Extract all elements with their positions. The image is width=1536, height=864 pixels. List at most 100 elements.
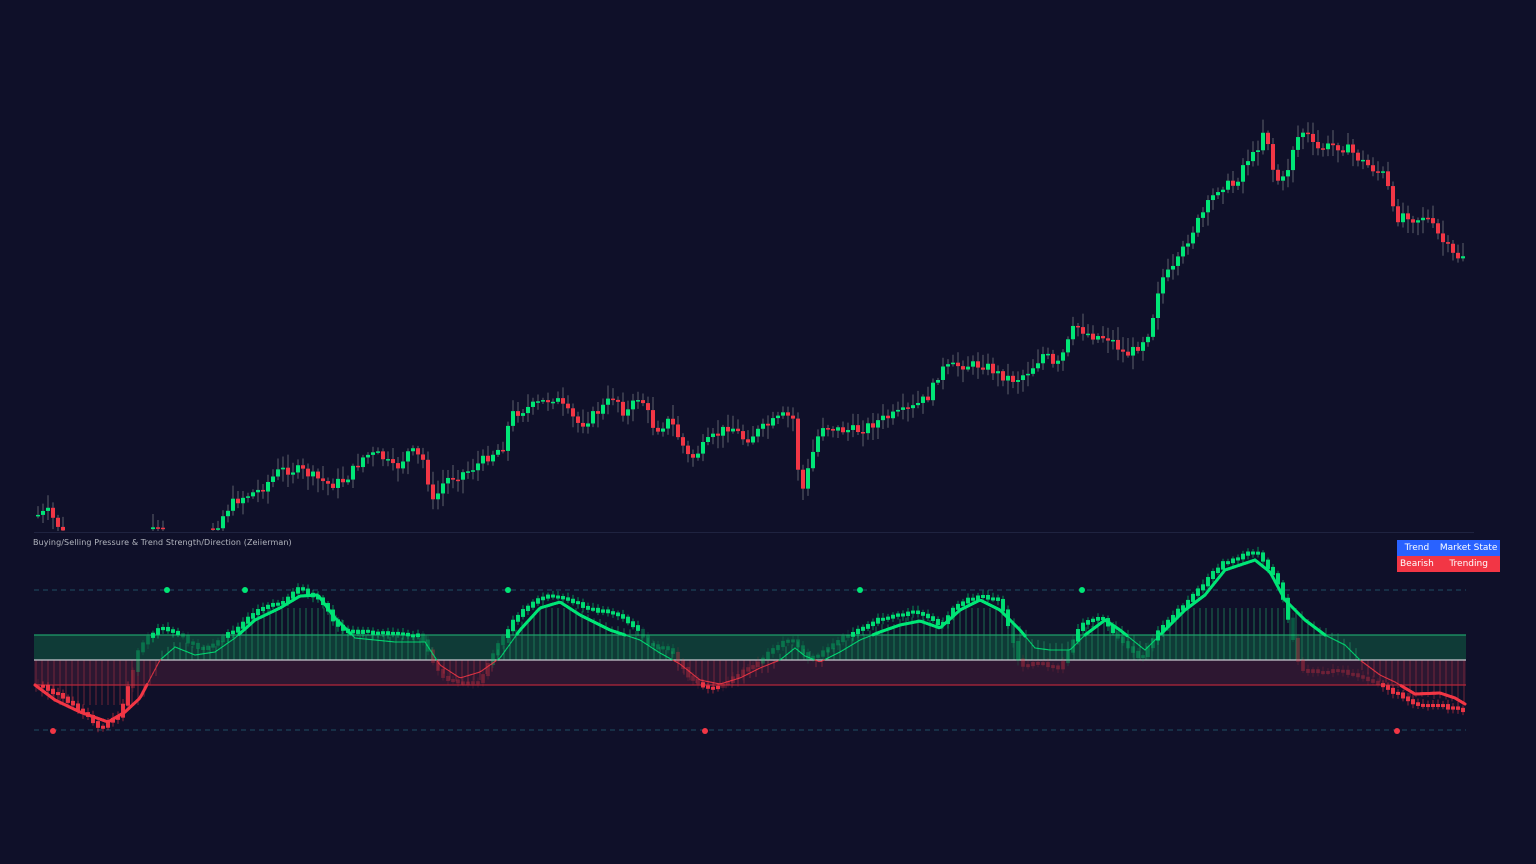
- candle: [1196, 214, 1200, 237]
- candle: [521, 408, 525, 423]
- candle: [1331, 130, 1335, 157]
- candle: [816, 429, 820, 457]
- candle: [691, 449, 695, 467]
- candle: [526, 394, 530, 422]
- candle: [821, 417, 825, 441]
- trend-header: Trend: [1397, 540, 1437, 556]
- candle: [886, 409, 890, 428]
- candle: [1221, 186, 1225, 204]
- candle: [1346, 132, 1350, 155]
- bearish-signal-dot: [702, 728, 708, 734]
- candle: [1096, 333, 1100, 344]
- candle: [341, 466, 345, 488]
- candle: [586, 411, 590, 434]
- candle: [916, 390, 920, 409]
- candle: [1006, 363, 1010, 395]
- candle: [596, 402, 600, 428]
- candle: [271, 469, 275, 488]
- candle: [331, 478, 335, 491]
- candle: [846, 422, 850, 441]
- pane-divider[interactable]: [34, 532, 1474, 533]
- candle: [1231, 170, 1235, 193]
- candle: [531, 397, 535, 415]
- candle: [1326, 135, 1330, 157]
- candle: [326, 477, 330, 496]
- candle: [36, 506, 40, 519]
- candle: [231, 485, 235, 516]
- candle: [1286, 158, 1290, 188]
- bull-zone: [34, 635, 1466, 660]
- candle: [986, 353, 990, 376]
- candle: [421, 447, 425, 469]
- candle: [756, 425, 760, 443]
- candle: [301, 458, 305, 479]
- candle: [576, 411, 580, 433]
- candle: [1396, 198, 1400, 227]
- candle: [851, 413, 855, 438]
- candle: [581, 409, 585, 434]
- candle: [1056, 355, 1060, 372]
- candle: [281, 456, 285, 482]
- candle: [1441, 220, 1445, 256]
- candle: [466, 461, 470, 479]
- candle: [1086, 324, 1090, 338]
- candle: [776, 411, 780, 425]
- candle: [1316, 130, 1320, 156]
- candle: [1426, 209, 1430, 223]
- candle: [376, 447, 380, 455]
- candle: [801, 464, 805, 501]
- candle: [1066, 336, 1070, 357]
- candle: [481, 449, 485, 472]
- candle: [246, 492, 250, 503]
- candle: [1446, 235, 1450, 253]
- candle: [1186, 234, 1190, 255]
- candle: [1246, 149, 1250, 176]
- candle: [1136, 341, 1140, 354]
- candle: [1211, 188, 1215, 210]
- candle: [541, 397, 545, 405]
- candle: [511, 400, 515, 432]
- candle: [611, 388, 615, 406]
- trend-value: Bearish: [1397, 556, 1437, 572]
- candle: [556, 391, 560, 405]
- candle: [1101, 326, 1105, 343]
- candle: [1276, 164, 1280, 185]
- candle: [61, 516, 65, 531]
- candle: [856, 413, 860, 436]
- candle: [1366, 154, 1370, 168]
- candle: [1071, 316, 1075, 346]
- candle: [1176, 251, 1180, 276]
- candle: [871, 412, 875, 440]
- bullish-signal-dot: [1079, 587, 1085, 593]
- candle: [651, 396, 655, 436]
- indicator-title[interactable]: Buying/Selling Pressure & Trend Strength…: [33, 538, 292, 547]
- candle: [236, 491, 240, 509]
- candle: [1161, 268, 1165, 304]
- market-state-value: Trending: [1436, 556, 1501, 572]
- candle: [646, 396, 650, 424]
- candle: [1436, 218, 1440, 240]
- candle: [1036, 349, 1040, 372]
- candlestick-chart[interactable]: [0, 0, 1536, 532]
- candle: [291, 462, 295, 484]
- candle: [1431, 205, 1435, 228]
- oscillator-chart[interactable]: [0, 533, 1536, 864]
- candle: [731, 415, 735, 434]
- candle: [1201, 207, 1205, 227]
- status-table-header-row: Trend Market State: [1397, 540, 1501, 556]
- candle: [921, 394, 925, 414]
- candle: [461, 469, 465, 494]
- indicator-pane[interactable]: [0, 533, 1536, 864]
- candle: [626, 400, 630, 425]
- candle: [1401, 202, 1405, 228]
- candle: [841, 421, 845, 435]
- candle: [221, 510, 225, 531]
- candle: [901, 393, 905, 420]
- candle: [1311, 122, 1315, 156]
- candle: [1081, 313, 1085, 341]
- candle: [771, 411, 775, 429]
- price-chart-pane[interactable]: [0, 0, 1536, 532]
- candle: [656, 420, 660, 435]
- candle: [1406, 205, 1410, 234]
- candle: [486, 445, 490, 466]
